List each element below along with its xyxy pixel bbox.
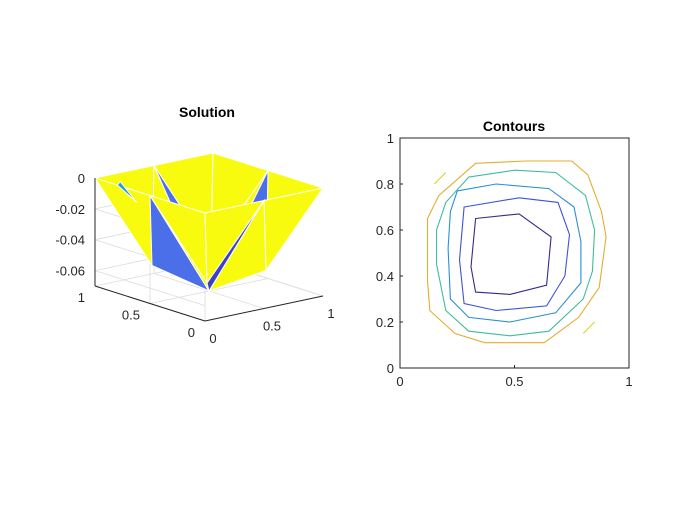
contour-y-tick-label-3: 0.6 (376, 223, 394, 238)
surface-face-accent (116, 180, 138, 203)
contour-line-0 (470, 213, 552, 295)
contour-y-tick-label-5: 1 (387, 131, 394, 146)
contour-title: Contours (483, 118, 545, 134)
contour-tick-labels: 0 0.5 1 0 0.2 0.4 0.6 0.8 1 (376, 131, 633, 389)
surface-faces (93, 152, 325, 293)
y-tick-label-2: 1 (78, 290, 85, 305)
surface-face-16 (204, 199, 266, 285)
surface-axes (94, 178, 324, 322)
contour-x-tick-label-0: 0 (396, 374, 403, 389)
z-tick-label-3: -0.06 (55, 264, 85, 279)
contour-line-6 (582, 321, 595, 334)
contour-line-1 (458, 197, 571, 312)
contour-line-5 (434, 172, 447, 185)
x-tick-label-2: 1 (327, 306, 334, 321)
surface-title: Solution (179, 104, 235, 120)
contour-y-tick-label-0: 0 (387, 361, 394, 376)
y-axis-line (94, 285, 206, 322)
contour-x-tick-label-2: 1 (625, 374, 632, 389)
contour-y-tick-label-1: 0.2 (376, 315, 394, 330)
contour-plot: Contours 0 0.5 1 0 0.2 0.4 0.6 0.8 1 (376, 118, 633, 389)
contour-axes-box (399, 137, 630, 369)
z-tick-label-1: -0.02 (55, 202, 85, 217)
contour-line-3 (436, 169, 596, 337)
x-axis-line (204, 295, 324, 322)
z-tick-label-0: 0 (78, 171, 85, 186)
contour-line-4 (426, 160, 607, 344)
x-tick-label-0: 0 (209, 331, 216, 346)
y-tick-label-1: 0.5 (122, 308, 140, 323)
contour-line-2 (447, 183, 582, 323)
surface-plot: Solution 0 0.5 1 0 0.5 1 0 -0.02 -0.04 -0.06 (55, 104, 334, 346)
surface-tick-labels: 0 0.5 1 0 0.5 1 0 -0.02 -0.04 -0.06 (55, 171, 334, 346)
x-tick-label-1: 0.5 (263, 319, 281, 334)
contour-x-tick-label-1: 0.5 (505, 374, 523, 389)
contour-lines (426, 160, 607, 344)
z-tick-label-2: -0.04 (55, 233, 85, 248)
contour-y-tick-label-4: 0.8 (376, 177, 394, 192)
contour-y-tick-label-2: 0.4 (376, 269, 394, 284)
y-tick-label-0: 0 (188, 325, 195, 340)
